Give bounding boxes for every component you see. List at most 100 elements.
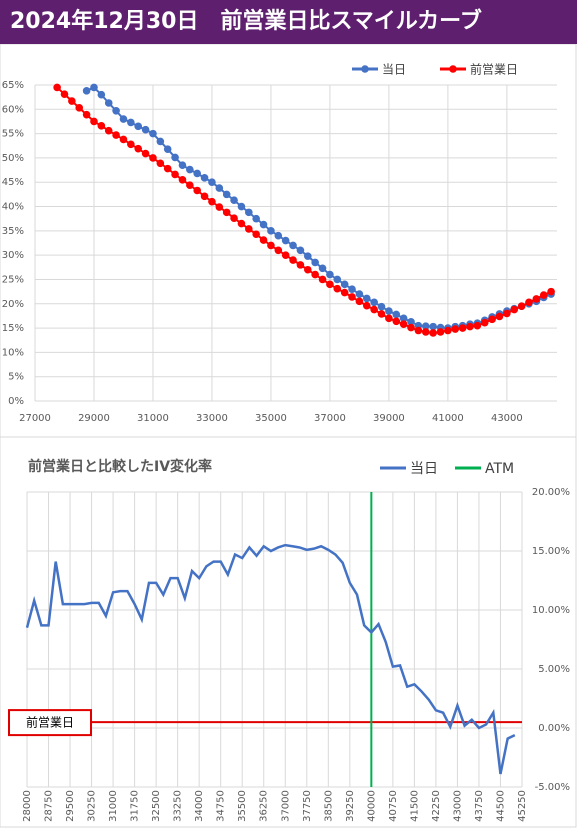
marker [259,220,268,229]
marker [333,275,342,284]
marker [230,196,238,205]
marker [274,246,283,255]
marker [340,280,349,289]
marker [156,137,165,146]
marker [532,295,541,303]
marker [112,106,120,115]
marker [178,176,187,184]
marker [119,115,128,123]
marker [473,321,482,330]
x-tick-label: 38500 [323,790,334,822]
marker [311,270,319,279]
y-tick-label: -5.00% [535,782,570,793]
x-tick-label: 39250 [345,790,356,822]
x-tick-label: 35500 [237,790,248,822]
x-tick-label: 27000 [19,413,51,424]
x-tick-label: 31000 [108,790,119,822]
marker [222,208,231,217]
marker [421,328,430,336]
marker [208,178,216,187]
marker [510,305,519,314]
x-tick-label: 31750 [130,790,141,822]
x-tick-label: 40750 [388,790,399,822]
marker [274,231,283,240]
marker [230,214,238,223]
marker [104,99,113,107]
y-tick-label: 45% [2,177,24,188]
marker [90,83,98,92]
plot [53,83,555,337]
marker [281,236,290,245]
chart-frame [0,436,577,828]
marker [480,318,489,327]
marker [97,122,106,130]
marker [252,214,260,223]
marker [377,310,386,318]
legend-label: ATM [485,461,514,477]
marker [517,302,526,311]
marker [178,161,187,170]
marker [171,153,179,162]
marker [112,131,120,139]
marker [458,324,467,332]
chart-title: 前営業日と比較したIV変化率 [28,458,212,475]
marker [362,301,371,310]
marker [186,165,194,174]
marker [385,307,393,315]
marker [267,241,275,250]
marker [237,219,246,228]
marker [163,145,172,153]
x-tick-label: 32500 [151,790,162,822]
marker [326,270,334,279]
marker [289,256,297,264]
marker [333,284,342,293]
marker [348,293,356,301]
y-tick-label: 40% [2,202,24,213]
header-title: 2024年12月30日 前営業日比スマイルカーブ [0,0,577,44]
x-tick-label: 30250 [87,790,98,822]
marker [399,314,408,323]
marker [547,287,555,296]
x-tick-label: 34750 [216,790,227,822]
marker [466,322,474,331]
marker [303,265,312,274]
x-tick-label: 40000 [366,790,377,822]
marker [362,294,371,303]
marker [134,144,143,153]
y-tick-label: 35% [2,226,24,237]
plot [25,543,516,775]
marker [421,322,430,330]
marker [90,117,98,126]
marker [215,203,224,211]
y-tick-label: 50% [2,153,24,164]
x-tick-label: 45250 [517,790,528,822]
legend-label: 当日 [382,63,406,77]
marker [429,322,437,331]
marker [318,275,327,284]
marker [149,154,157,162]
marker [222,190,231,199]
marker [296,246,305,255]
marker [414,326,423,335]
marker [259,236,268,244]
marker [200,174,209,182]
x-tick-label: 43000 [452,790,463,822]
marker [141,125,150,134]
reference-label: 前営業日 [26,715,74,730]
y-tick-label: 20.00% [532,487,570,498]
marker [326,280,334,289]
marker [495,312,504,321]
y-tick-label: 5% [8,372,24,383]
marker [436,328,445,336]
marker [171,170,179,179]
marker [525,298,533,307]
y-tick-label: 30% [2,250,24,261]
x-tick-label: 28750 [44,790,55,822]
series-line [25,543,516,775]
y-tick-label: 10% [2,347,24,358]
x-tick-label: 41000 [432,413,464,424]
marker [60,90,69,99]
x-tick-label: 43000 [491,413,523,424]
marker [311,258,319,267]
